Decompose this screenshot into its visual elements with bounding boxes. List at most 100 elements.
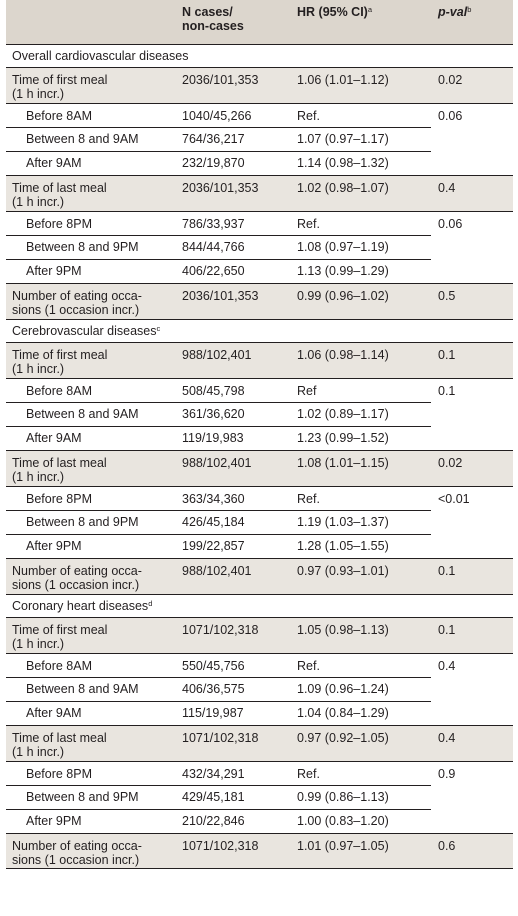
table-row: Number of eating occa- sions (1 occasion… xyxy=(6,558,513,594)
subrow-cases: 199/22,857 xyxy=(182,539,245,553)
row-cases: 2036/101,353 xyxy=(182,289,259,303)
table-row: Time of first meal (1 h incr.) 2036/101,3… xyxy=(6,67,513,103)
table-subrow: Between 8 and 9AM 361/36,620 1.02 (0.89–1.… xyxy=(6,402,513,426)
subrow-hr: 1.04 (0.84–1.29) xyxy=(297,706,389,720)
table-subrow: Between 8 and 9PM 844/44,766 1.08 (0.97–1.… xyxy=(6,235,513,259)
subrow-label: Between 8 and 9AM xyxy=(26,132,139,146)
table-subrow: Before 8PM 786/33,937 Ref. 0.06 xyxy=(6,211,513,235)
row-hr: 1.06 (0.98–1.14) xyxy=(297,348,389,362)
table-row: Time of first meal (1 h incr.) 988/102,40… xyxy=(6,342,513,378)
subrow-cases: 115/19,987 xyxy=(182,706,244,720)
subrow-label: Before 8PM xyxy=(26,217,93,231)
row-hr: 0.97 (0.93–1.01) xyxy=(297,564,389,578)
table-body: Overall cardiovascular diseases Time of f… xyxy=(6,44,513,869)
subrow-cases: 119/19,983 xyxy=(182,431,244,445)
table-subrow: Between 8 and 9PM 426/45,184 1.19 (1.03–1.… xyxy=(6,510,513,534)
subrow-cases: 432/34,291 xyxy=(182,767,245,781)
subrow-label: After 9AM xyxy=(26,706,82,720)
row-label: Number of eating occa- sions (1 occasion… xyxy=(12,564,142,592)
subgroup-pval: 0.06 xyxy=(438,109,463,123)
table-subrow: After 9PM 199/22,857 1.28 (1.05–1.55) xyxy=(6,534,513,558)
subrow-cases: 210/22,846 xyxy=(182,814,245,828)
subgroup-pval: 0.06 xyxy=(438,217,463,231)
row-hr: 1.01 (0.97–1.05) xyxy=(297,839,389,853)
subrow-hr: 1.28 (1.05–1.55) xyxy=(297,539,389,553)
row-pval: 0.4 xyxy=(438,181,456,195)
header-hr-footnote: a xyxy=(367,5,373,14)
subrow-hr: 1.13 (0.99–1.29) xyxy=(297,264,389,278)
table-subrow: After 9AM 115/19,987 1.04 (0.84–1.29) xyxy=(6,701,513,725)
subrow-hr: Ref xyxy=(297,384,317,398)
row-pval: 0.4 xyxy=(438,731,456,745)
subgroup-pval: 0.1 xyxy=(438,384,456,398)
row-cases: 988/102,401 xyxy=(182,456,252,470)
row-hr: 1.06 (1.01–1.12) xyxy=(297,73,389,87)
subrow-hr: 1.02 (0.89–1.17) xyxy=(297,407,389,421)
subrow-label: Between 8 and 9AM xyxy=(26,682,139,696)
subrow-hr: 0.99 (0.86–1.13) xyxy=(297,790,389,804)
subrow-hr: Ref. xyxy=(297,767,320,781)
row-hr: 1.08 (1.01–1.15) xyxy=(297,456,389,470)
table-row: Time of first meal (1 h incr.) 1071/102,3… xyxy=(6,617,513,653)
header-hr: HR (95% CI)a xyxy=(297,5,373,19)
subrow-label: After 9PM xyxy=(26,814,82,828)
row-label: Time of last meal (1 h incr.) xyxy=(12,731,107,759)
subrow-hr: Ref. xyxy=(297,492,320,506)
subrow-cases: 426/45,184 xyxy=(182,515,245,529)
table-header: N cases/non-cases HR (95% CI)a p-valb xyxy=(6,0,513,44)
table-subrow: After 9AM 119/19,983 1.23 (0.99–1.52) xyxy=(6,426,513,450)
subrow-hr: 1.00 (0.83–1.20) xyxy=(297,814,389,828)
row-pval: 0.1 xyxy=(438,623,456,637)
results-table: N cases/non-cases HR (95% CI)a p-valb Ov… xyxy=(6,0,513,869)
table-subrow: Before 8AM 1040/45,266 Ref. 0.06 xyxy=(6,103,513,127)
subrow-hr: 1.14 (0.98–1.32) xyxy=(297,156,389,170)
section-title: Coronary heart diseases xyxy=(12,599,149,613)
row-cases: 2036/101,353 xyxy=(182,73,259,87)
row-hr: 1.05 (0.98–1.13) xyxy=(297,623,389,637)
subrow-label: Before 8AM xyxy=(26,109,93,123)
row-cases: 1071/102,318 xyxy=(182,839,259,853)
subrow-cases: 406/36,575 xyxy=(182,682,245,696)
section-title: Cerebrovascular diseases xyxy=(12,324,157,338)
table-row: Time of last meal (1 h incr.) 988/102,401… xyxy=(6,450,513,486)
row-pval: 0.6 xyxy=(438,839,456,853)
subrow-cases: 361/36,620 xyxy=(182,407,245,421)
subrow-cases: 363/34,360 xyxy=(182,492,245,506)
subrow-label: Before 8PM xyxy=(26,767,93,781)
section-footnote: d xyxy=(148,599,153,608)
subrow-hr: Ref. xyxy=(297,217,320,231)
header-pval: p-valb xyxy=(438,5,472,19)
subrow-hr: 1.09 (0.96–1.24) xyxy=(297,682,389,696)
subrow-cases: 764/36,217 xyxy=(182,132,245,146)
row-pval: 0.5 xyxy=(438,289,456,303)
row-cases: 2036/101,353 xyxy=(182,181,259,195)
row-cases: 988/102,401 xyxy=(182,564,252,578)
subrow-cases: 406/22,650 xyxy=(182,264,245,278)
table-row: Time of last meal (1 h incr.) 1071/102,31… xyxy=(6,725,513,761)
subrow-label: Between 8 and 9PM xyxy=(26,515,139,529)
subrow-cases: 508/45,798 xyxy=(182,384,245,398)
subrow-label: After 9AM xyxy=(26,156,82,170)
subgroup-pval: 0.9 xyxy=(438,767,456,781)
subrow-cases: 429/45,181 xyxy=(182,790,245,804)
subrow-hr: 1.08 (0.97–1.19) xyxy=(297,240,389,254)
subrow-label: Before 8AM xyxy=(26,384,93,398)
table-subrow: Before 8PM 363/34,360 Ref. <0.01 xyxy=(6,486,513,510)
subrow-label: Before 8PM xyxy=(26,492,93,506)
row-label: Time of first meal (1 h incr.) xyxy=(12,623,108,651)
subrow-label: Between 8 and 9PM xyxy=(26,790,139,804)
row-cases: 988/102,401 xyxy=(182,348,252,362)
header-cases: N cases/non-cases xyxy=(182,5,244,33)
subgroup-pval: <0.01 xyxy=(438,492,470,506)
table-subrow: Between 8 and 9PM 429/45,181 0.99 (0.86–1.… xyxy=(6,785,513,809)
section-heading: Overall cardiovascular diseases xyxy=(6,44,513,67)
subrow-cases: 550/45,756 xyxy=(182,659,245,673)
table-row: Number of eating occa- sions (1 occasion… xyxy=(6,833,513,869)
subrow-label: Between 8 and 9AM xyxy=(26,407,139,421)
row-hr: 0.99 (0.96–1.02) xyxy=(297,289,389,303)
table-subrow: After 9AM 232/19,870 1.14 (0.98–1.32) xyxy=(6,151,513,175)
row-label: Time of first meal (1 h incr.) xyxy=(12,348,108,376)
header-pval-footnote: b xyxy=(467,5,472,14)
row-pval: 0.02 xyxy=(438,456,463,470)
table-subrow: Before 8PM 432/34,291 Ref. 0.9 xyxy=(6,761,513,785)
